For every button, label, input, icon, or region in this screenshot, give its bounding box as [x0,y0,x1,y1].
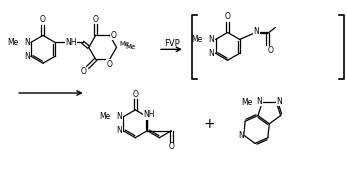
Text: NH: NH [65,38,77,47]
Text: N: N [116,126,122,135]
Text: N: N [238,130,244,139]
Text: O: O [40,15,46,24]
Text: N: N [24,38,30,47]
Text: N: N [209,49,214,58]
Text: Me: Me [99,112,110,121]
Text: N: N [277,97,282,106]
Text: O: O [93,15,99,24]
Text: O: O [268,46,273,55]
Text: N: N [209,35,214,44]
Text: Me: Me [126,44,136,50]
Text: Me: Me [119,41,130,47]
Text: Me: Me [192,35,203,44]
Text: N: N [256,97,262,106]
Text: FVP: FVP [164,39,179,48]
Text: N: N [116,112,122,121]
Text: N: N [254,27,260,36]
Text: O: O [168,142,174,151]
Text: Me: Me [241,98,252,107]
Text: N: N [238,131,244,140]
Text: N: N [24,52,30,61]
Text: O: O [111,31,117,40]
Text: N: N [238,131,244,140]
Text: Me: Me [7,38,18,47]
Text: O: O [81,67,87,76]
Text: O: O [225,12,230,21]
Text: O: O [107,60,112,69]
Text: +: + [204,117,215,131]
Text: O: O [132,90,138,98]
Text: NH: NH [144,110,155,119]
